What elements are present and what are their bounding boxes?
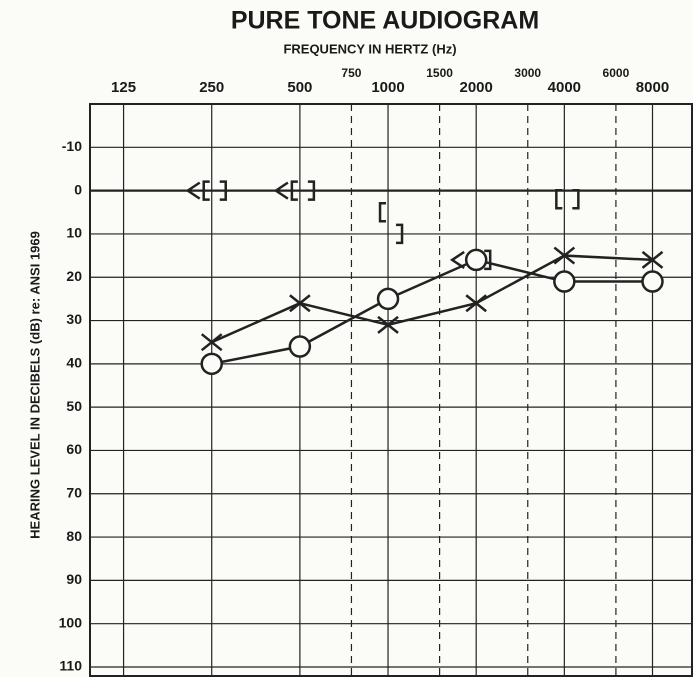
x-tick-label: 1000 [371,79,404,96]
x-tick-label: 8000 [636,79,669,96]
x-tick-label-minor: 750 [341,66,361,80]
x-tick-label-minor: 6000 [603,66,630,80]
x-tick-label: 250 [199,79,224,96]
x-tick-label: 4000 [548,79,581,96]
y-tick-label: 90 [66,571,82,587]
marker-circle [288,335,312,358]
x-tick-label: 125 [111,79,136,96]
y-tick-label: 20 [66,268,82,284]
x-tick-label-minor: 1500 [426,66,453,80]
plot-frame [89,103,693,677]
marker-open-bracket [555,189,563,210]
y-tick-label: 80 [66,528,82,544]
chart-title: PURE TONE AUDIOGRAM [231,7,539,35]
marker-cross [641,250,664,269]
y-tick-label: 110 [59,658,82,674]
y-tick-label: 0 [74,181,82,197]
marker-circle [376,287,400,311]
y-tick-label: 60 [66,441,82,457]
marker-cross [289,294,311,313]
marker-close-bracket [307,180,316,201]
y-tick-label: 10 [66,225,82,241]
marker-circle [464,248,488,272]
marker-less-than [449,250,465,269]
x-axis-title: FREQUENCY IN HERTZ (Hz) [283,41,456,56]
marker-cross [553,246,576,265]
marker-less-than [185,181,201,200]
y-axis-title: HEARING LEVEL IN DECIBELS (dB) re: ANSI … [27,231,42,539]
marker-circle [200,352,223,376]
marker-less-than [273,181,289,200]
x-tick-label-minor: 3000 [514,66,541,80]
marker-close-bracket [219,180,227,201]
series-line [211,254,653,344]
marker-open-bracket [290,180,298,201]
marker-close-bracket [572,189,580,210]
marker-close-bracket [396,223,404,245]
y-tick-label: 40 [66,355,82,371]
y-tick-label: 30 [66,311,82,327]
marker-close-bracket [484,249,492,271]
marker-cross [200,333,223,352]
series-line [211,258,653,366]
marker-cross [465,294,487,313]
y-tick-label: -10 [62,138,82,154]
marker-cross [377,315,399,334]
x-tick-label: 500 [287,79,312,96]
marker-open-bracket [202,180,210,201]
marker-circle [641,270,664,293]
marker-circle [553,270,576,293]
y-tick-label: 70 [66,484,82,500]
x-tick-label: 2000 [460,79,493,96]
marker-open-bracket [378,202,387,223]
y-tick-label: 100 [59,614,83,630]
y-tick-label: 50 [66,398,82,414]
